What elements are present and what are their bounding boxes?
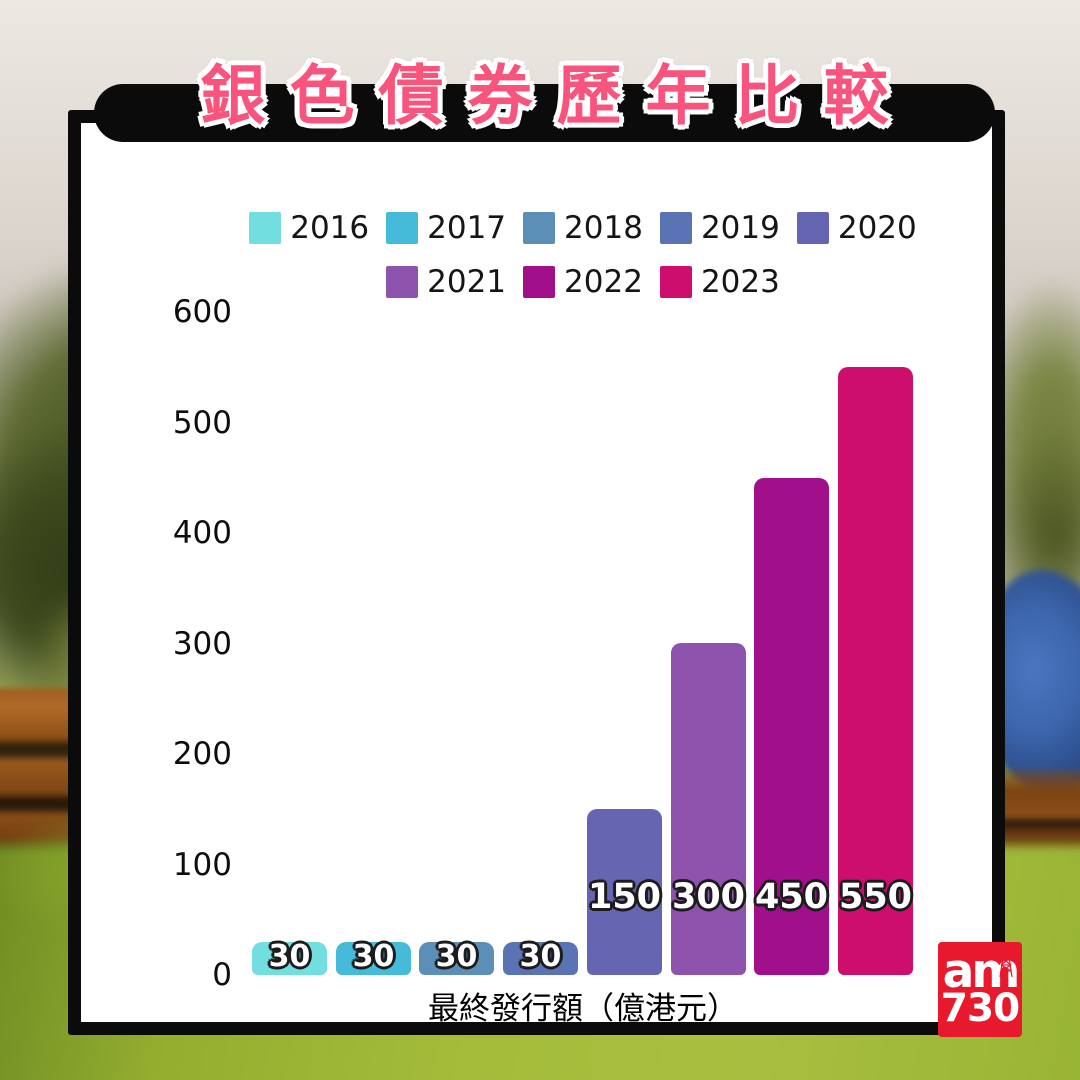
legend-label: 2021 [427, 263, 507, 300]
legend-row-1: 2016 2017 2018 2019 2020 [249, 205, 917, 250]
legend-swatch [659, 265, 692, 298]
legend-item-2022: 2022 [523, 263, 643, 300]
legend-row-2: 2021 2022 2023 [252, 259, 914, 304]
legend-item-2021: 2021 [386, 263, 507, 300]
am730-logo-am: am [943, 948, 1021, 995]
x-axis-label: 最終發行額（億港元） [428, 991, 738, 1027]
bar-value-label: 30 [268, 939, 311, 974]
legend-swatch [796, 211, 829, 244]
legend-item-2020: 2020 [796, 209, 917, 246]
legend-label: 2018 [564, 209, 643, 246]
bar-2019: 30 [503, 939, 578, 975]
page-title: 銀色債券歷年比較 [200, 59, 913, 134]
legend-swatch [659, 211, 692, 244]
bar-2020: 150 [587, 809, 662, 975]
legend-item-2023: 2023 [659, 263, 780, 300]
bar-value-label: 300 [671, 877, 746, 917]
bar-value-label: 30 [519, 939, 562, 974]
bar-2021: 300 [671, 643, 746, 975]
legend-item-2016: 2016 [249, 209, 370, 246]
legend-label: 2022 [564, 263, 643, 300]
radio-tower-icon [999, 949, 1013, 977]
legend: 2016 2017 2018 2019 2020 2021 2022 2023 [249, 205, 917, 313]
bar-2017: 30 [336, 939, 411, 975]
bar-2016: 30 [252, 939, 327, 975]
legend-swatch [386, 211, 419, 244]
am730-logo-730: 730 [940, 985, 1020, 1031]
bar-2018: 30 [419, 939, 494, 975]
legend-label: 2020 [837, 209, 917, 246]
bar-2022: 450 [754, 478, 829, 975]
legend-label: 2023 [700, 263, 780, 300]
legend-label: 2019 [700, 209, 780, 246]
legend-label: 2016 [290, 209, 370, 246]
legend-swatch [249, 211, 282, 244]
bar-value-label: 30 [352, 939, 395, 974]
am730-logo: am 730 [938, 942, 1022, 1037]
legend-swatch [523, 211, 556, 244]
bar-value-label: 150 [587, 877, 662, 917]
legend-item-2017: 2017 [386, 209, 507, 246]
legend-label: 2017 [427, 209, 507, 246]
legend-swatch [386, 265, 419, 298]
bar-value-label: 550 [838, 877, 913, 917]
bar-2023: 550 [838, 367, 913, 975]
title-banner [94, 84, 995, 142]
bar-value-label: 450 [754, 877, 829, 917]
legend-item-2019: 2019 [659, 209, 780, 246]
bar-value-label: 30 [435, 939, 478, 974]
legend-swatch [523, 265, 556, 298]
legend-item-2018: 2018 [523, 209, 643, 246]
